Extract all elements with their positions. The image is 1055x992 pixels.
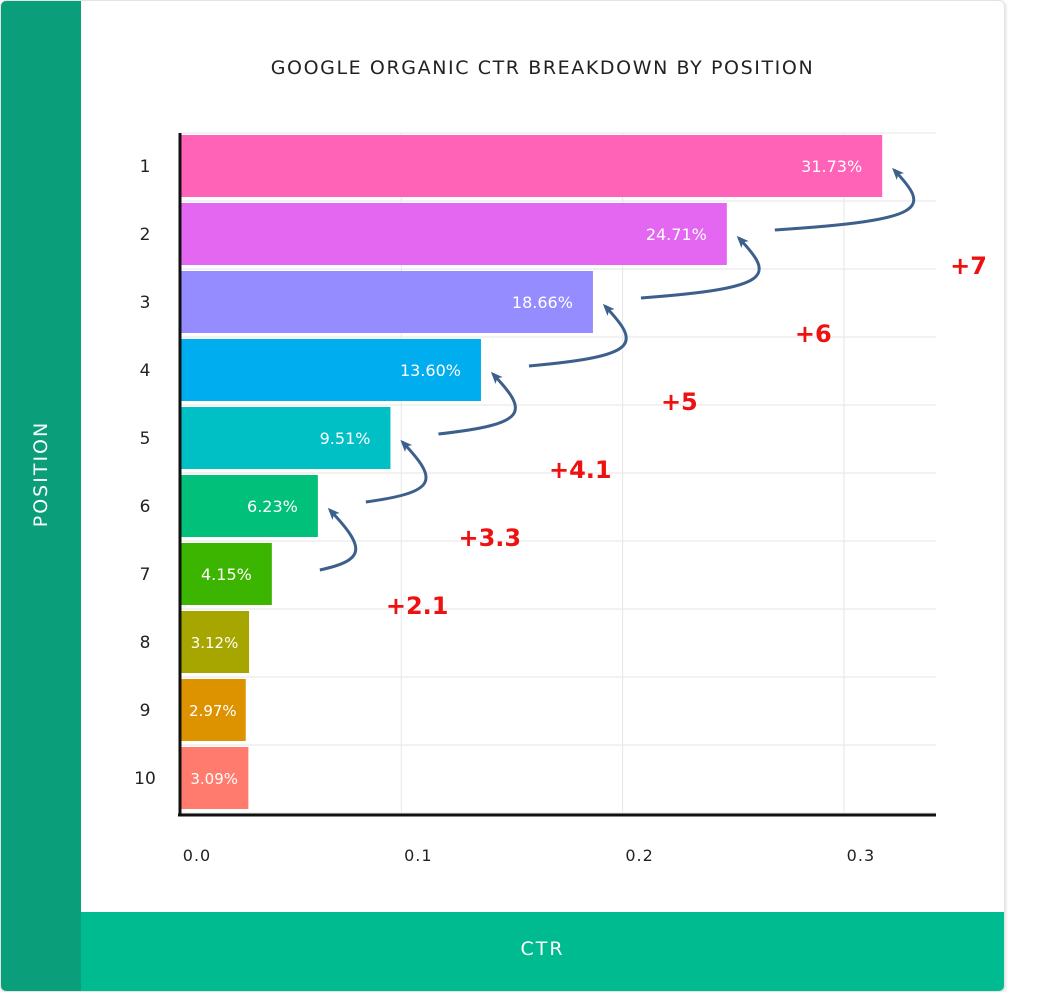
y-tick-label: 2: [140, 225, 151, 245]
bar-position-7: [180, 543, 272, 605]
bar-position-1: [180, 135, 883, 197]
bar-position-3: [180, 271, 593, 333]
increase-arrow: [774, 167, 916, 232]
x-tick-label: 0.0: [183, 846, 211, 865]
y-tick-label: 1: [140, 157, 151, 177]
increase-annotation: +6: [795, 320, 832, 348]
increase-arrow: [365, 439, 428, 504]
y-tick-label: 4: [140, 361, 151, 381]
increase-annotation: +3.3: [458, 524, 521, 552]
bar-position-4: [180, 339, 481, 401]
y-tick-label: 10: [134, 769, 156, 789]
y-tick-label: 5: [140, 429, 151, 449]
x-tick-label: 0.1: [404, 846, 432, 865]
y-tick-label: 6: [140, 497, 151, 517]
y-tick-label: 3: [140, 293, 151, 313]
increase-arrow: [528, 303, 628, 368]
increase-annotation: +5: [661, 388, 698, 416]
bar-value-label: 6.23%: [247, 497, 298, 516]
bar-value-label: 4.15%: [201, 565, 252, 584]
bar-value-label: 24.71%: [646, 225, 707, 244]
increase-annotation: +4.1: [549, 456, 612, 484]
y-tick-label: 7: [140, 565, 151, 585]
bar-value-label: 3.09%: [190, 770, 238, 788]
chart-title: GOOGLE ORGANIC CTR BREAKDOWN BY POSITION: [270, 57, 815, 79]
bar-position-9: [180, 679, 246, 741]
increase-arrow: [438, 371, 517, 436]
bar-position-10: [180, 747, 249, 809]
y-tick-label: 9: [140, 701, 151, 721]
bar-value-label: 13.60%: [400, 361, 461, 380]
increase-annotation: +2.1: [386, 592, 449, 620]
y-axis-band: POSITION: [1, 1, 81, 991]
bar-value-label: 31.73%: [801, 157, 862, 176]
bar-value-label: 3.12%: [191, 634, 239, 652]
x-tick-label: 0.3: [847, 846, 875, 865]
increase-arrow: [640, 235, 761, 300]
bar-position-8: [180, 611, 250, 673]
bar-position-6: [180, 475, 318, 537]
x-axis-label: CTR: [520, 938, 565, 960]
bar-value-label: 9.51%: [320, 429, 371, 448]
increase-annotation: +7: [950, 252, 987, 280]
x-axis-band: CTR: [81, 912, 1004, 991]
x-tick-label: 0.2: [625, 846, 653, 865]
bar-position-2: [180, 203, 727, 265]
bar-value-label: 18.66%: [512, 293, 573, 312]
bar-value-label: 2.97%: [189, 702, 237, 720]
increase-arrow: [319, 507, 358, 572]
y-tick-label: 8: [140, 633, 151, 653]
bar-position-5: [180, 407, 391, 469]
